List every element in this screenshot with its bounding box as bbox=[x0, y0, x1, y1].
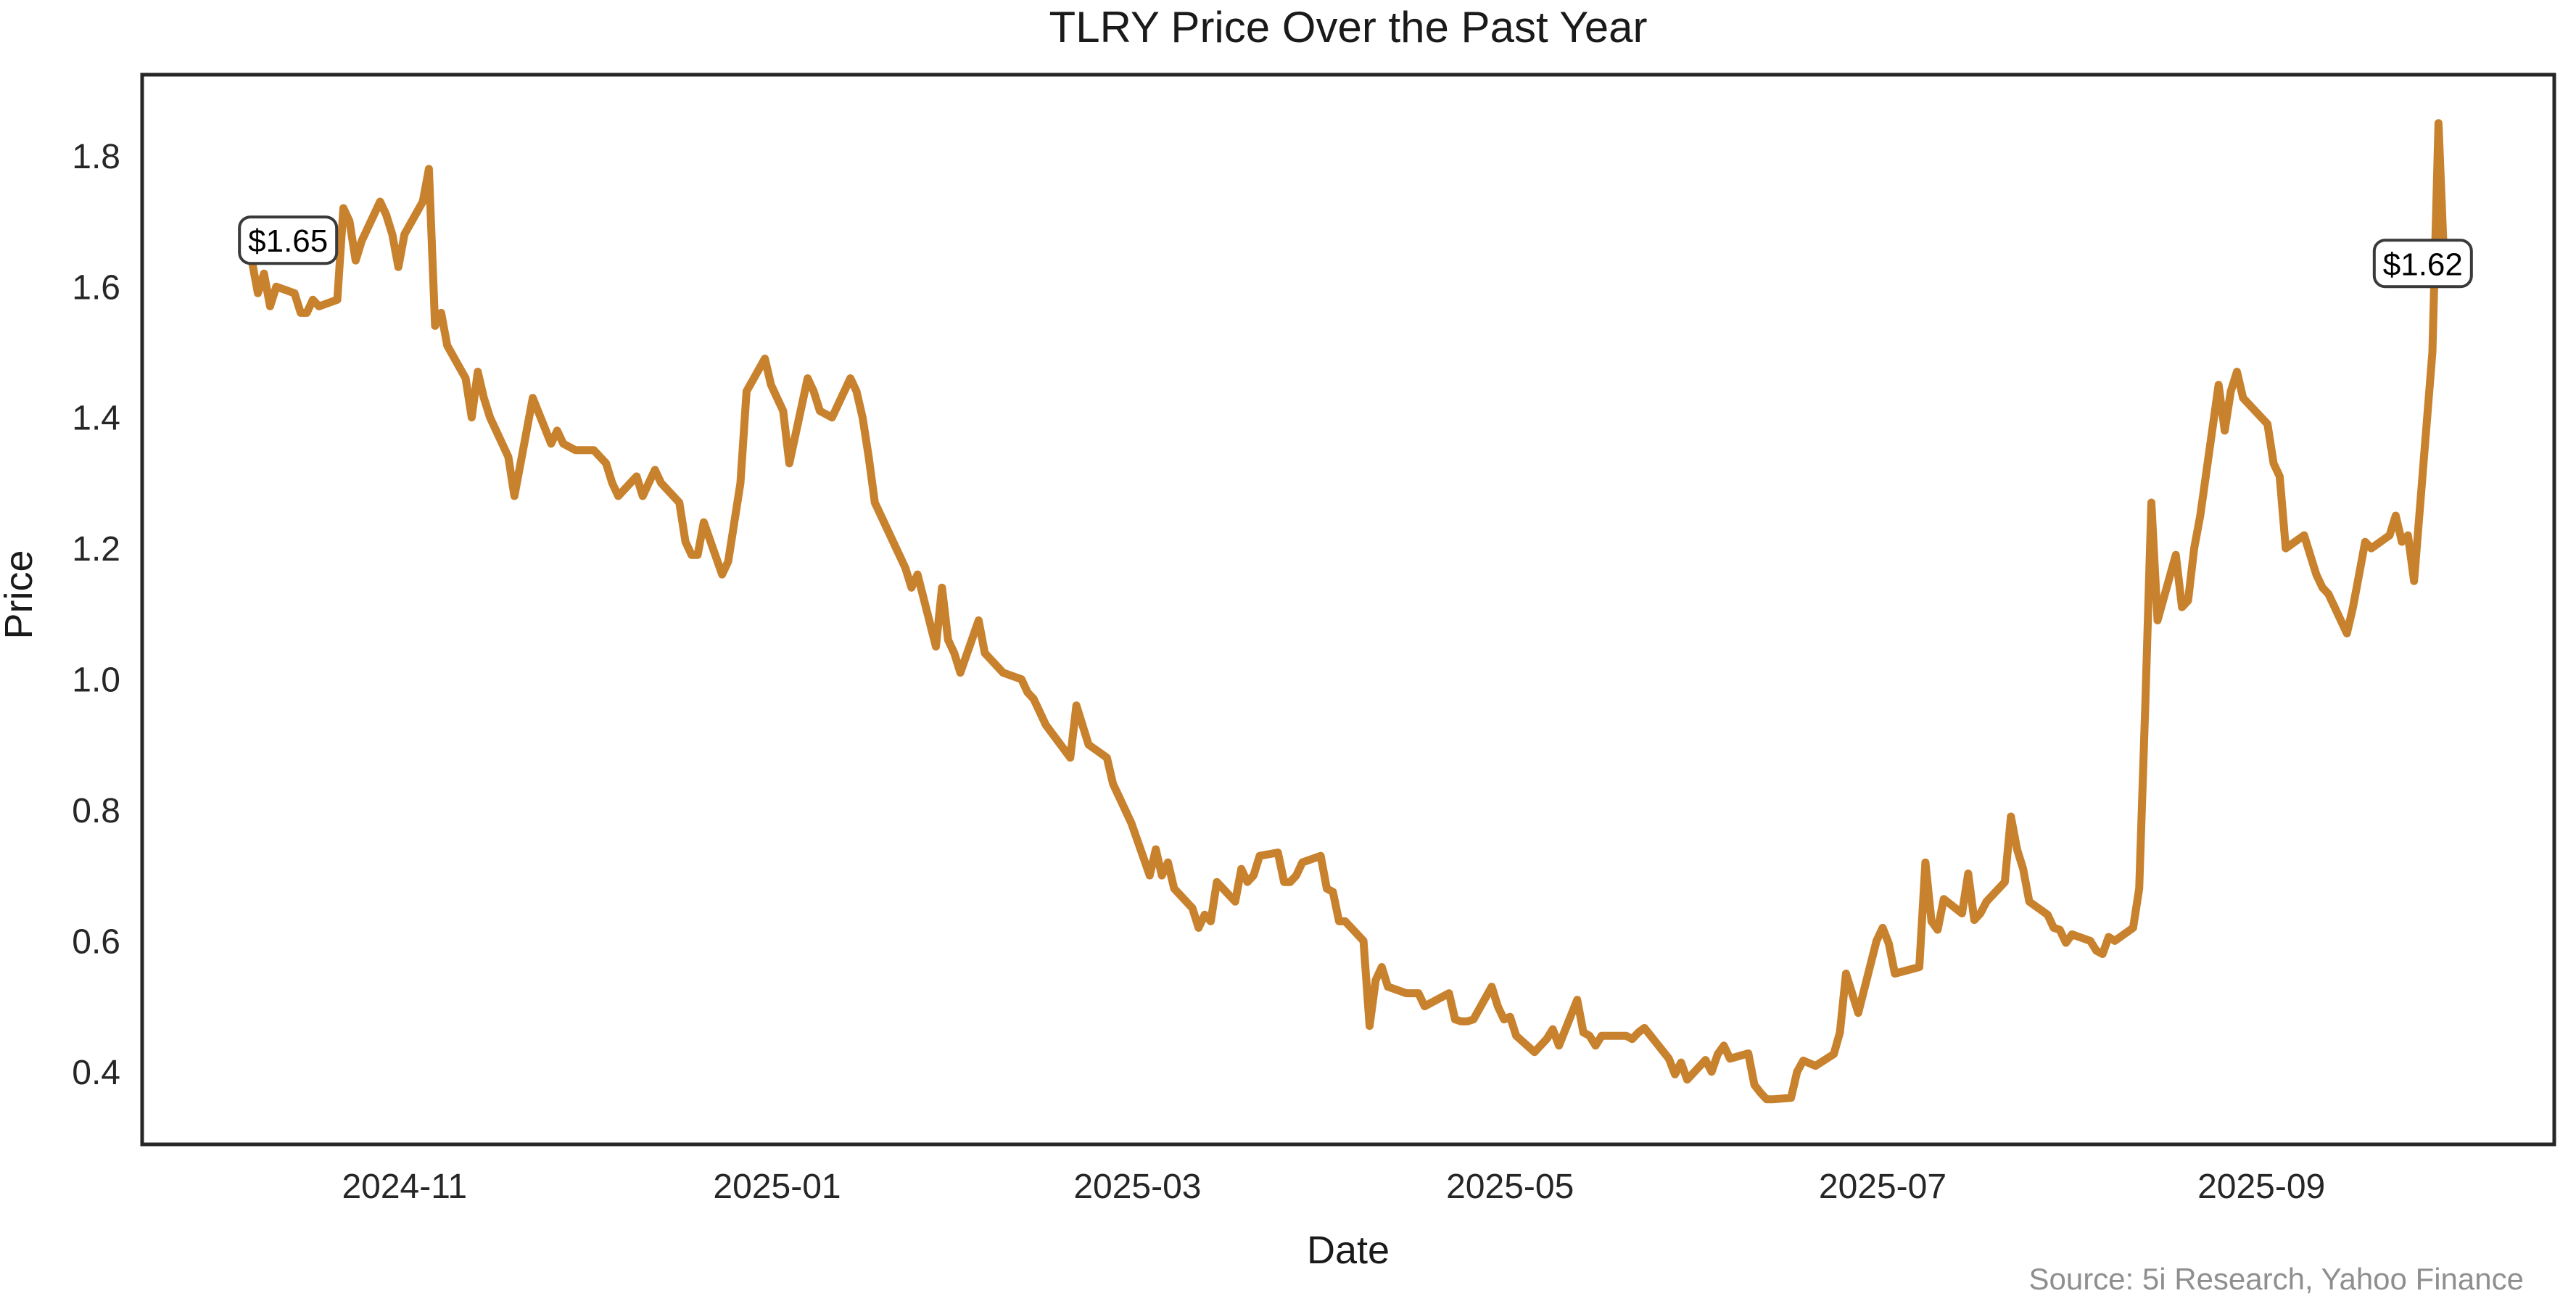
plot-border bbox=[140, 73, 2556, 1147]
y-axis-label: Price bbox=[0, 550, 41, 639]
x-axis-label: Date bbox=[1307, 1229, 1390, 1272]
annotation-start-box bbox=[238, 215, 339, 265]
annotation-end-box bbox=[2372, 239, 2473, 289]
annotation-start-price: $1.65 bbox=[238, 215, 339, 265]
y-tick-label: 1.6 bbox=[72, 268, 120, 307]
y-tick-label: 0.8 bbox=[72, 792, 120, 830]
x-tick-label: 2025-01 bbox=[713, 1168, 841, 1206]
y-tick-label: 0.6 bbox=[72, 922, 120, 961]
y-tick-label: 1.4 bbox=[72, 400, 120, 438]
x-tick-label: 2025-07 bbox=[1819, 1168, 1947, 1206]
y-tick-label: 1.2 bbox=[72, 530, 120, 569]
y-axis-tick-labels: 0.4 0.6 0.8 1.0 1.2 1.4 1.6 1.8 bbox=[72, 138, 120, 1092]
x-tick-label: 2025-09 bbox=[2197, 1168, 2325, 1206]
annotation-end-label: $1.62 bbox=[2383, 247, 2463, 282]
x-tick-label: 2025-05 bbox=[1446, 1168, 1574, 1206]
y-tick-label: 1.0 bbox=[72, 661, 120, 700]
x-axis-tick-labels: 2024-11 2025-01 2025-03 2025-05 2025-07 2025-… bbox=[342, 1168, 2325, 1206]
price-line bbox=[247, 119, 2449, 1104]
y-tick-label: 0.4 bbox=[72, 1054, 120, 1092]
annotation-end-price: $1.62 bbox=[2372, 239, 2473, 289]
y-tick-label: 1.8 bbox=[72, 138, 120, 176]
source-note: Source: 5i Research, Yahoo Finance bbox=[2028, 1262, 2524, 1296]
annotation-start-label: $1.65 bbox=[248, 223, 328, 259]
chart-title: TLRY Price Over the Past Year bbox=[1049, 3, 1648, 51]
x-tick-label: 2024-11 bbox=[342, 1168, 467, 1206]
x-tick-label: 2025-03 bbox=[1073, 1168, 1201, 1206]
